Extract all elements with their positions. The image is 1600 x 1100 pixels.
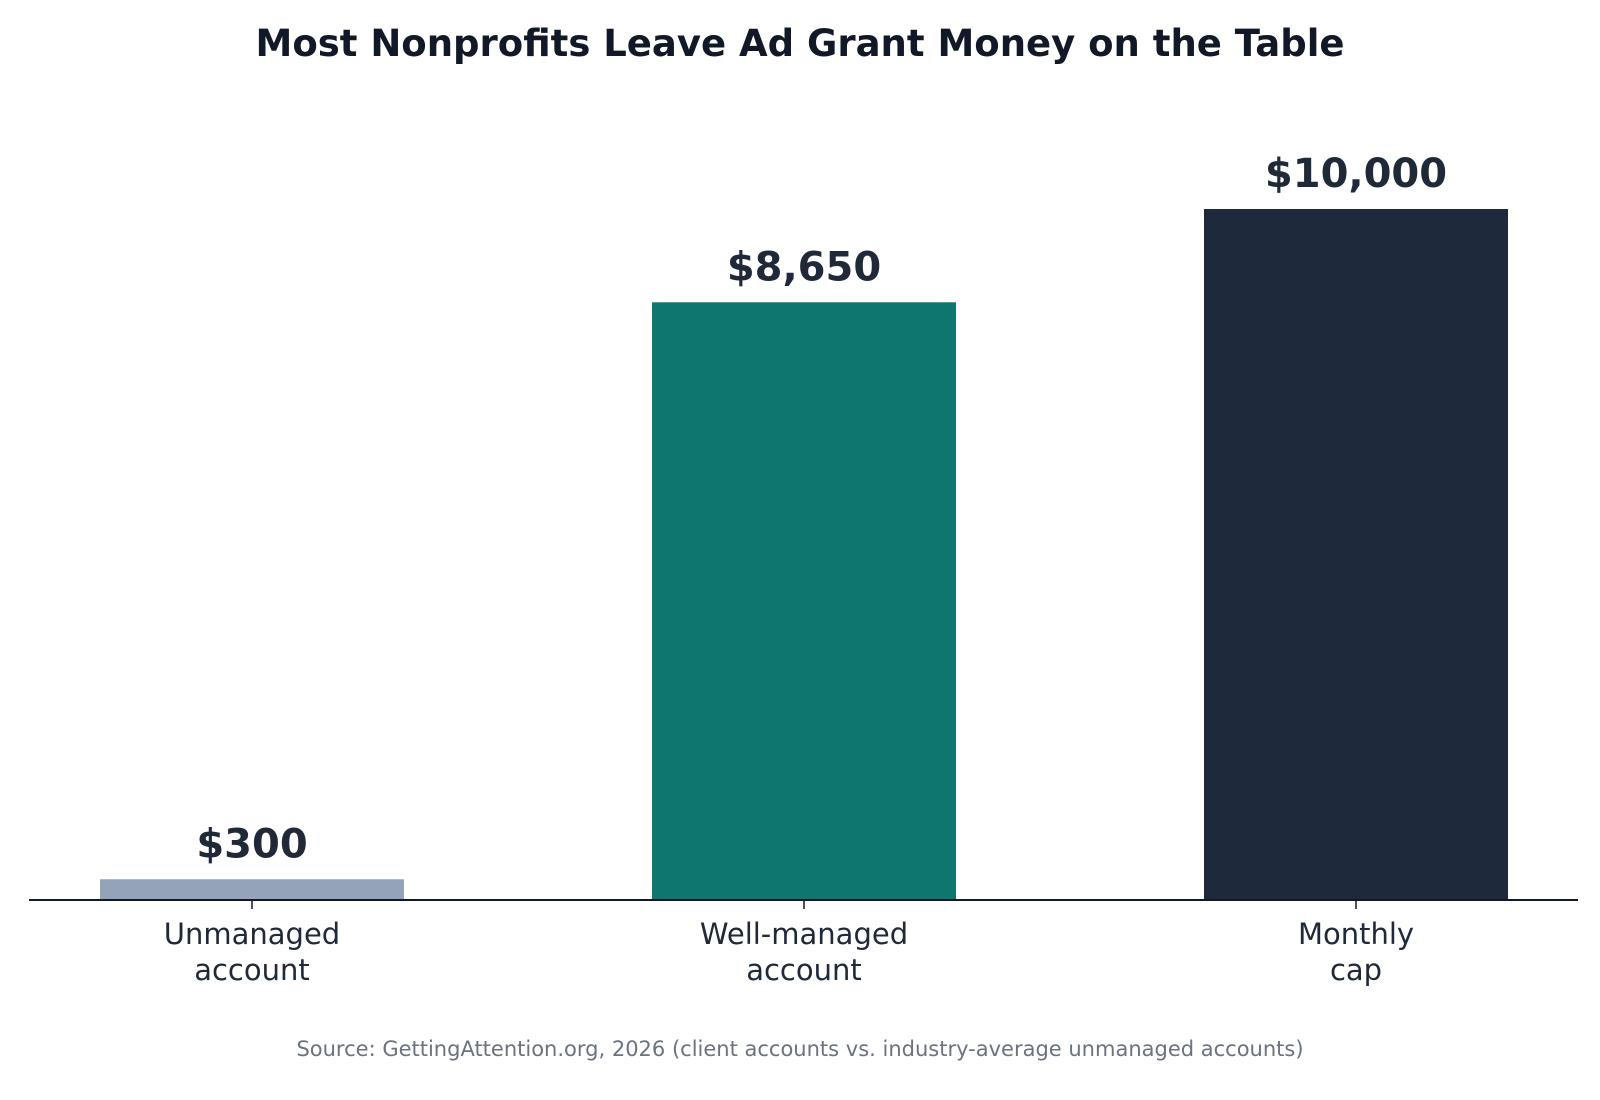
x-tick-label-1: Unmanaged account bbox=[164, 917, 340, 987]
x-ticks-layer: Unmanaged account Well-managed account Month… bbox=[164, 900, 1414, 987]
bars-layer bbox=[100, 209, 1508, 900]
bar-value-label-3: $10,000 bbox=[1265, 151, 1447, 197]
source-note: Source: GettingAttention.org, 2026 (clie… bbox=[296, 1037, 1304, 1061]
bar-value-label-1: $300 bbox=[196, 821, 307, 867]
bar-2 bbox=[652, 302, 956, 900]
chart-title: Most Nonprofits Leave Ad Grant Money on … bbox=[255, 22, 1345, 65]
bar-1 bbox=[100, 879, 404, 900]
x-tick-label-3: Monthly cap bbox=[1298, 917, 1414, 987]
bar-value-label-2: $8,650 bbox=[727, 244, 881, 290]
value-labels-layer: $300 $8,650 $10,000 bbox=[196, 151, 1447, 867]
x-tick-label-2: Well-managed account bbox=[700, 917, 908, 987]
bar-3 bbox=[1204, 209, 1508, 900]
